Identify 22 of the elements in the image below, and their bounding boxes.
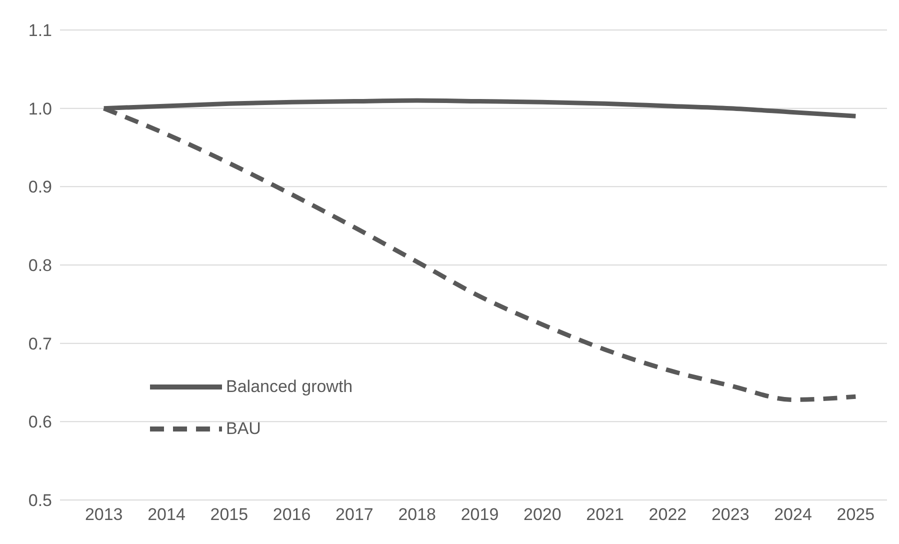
x-tick-label: 2021 — [586, 505, 624, 524]
x-tick-label: 2016 — [272, 505, 311, 524]
x-tick-label: 2024 — [774, 505, 812, 524]
y-tick-label: 1.0 — [28, 99, 52, 118]
y-tick-label: 0.9 — [28, 178, 52, 197]
y-tick-label: 1.1 — [28, 21, 52, 40]
x-tick-label: 2025 — [836, 505, 875, 524]
y-tick-label: 0.6 — [28, 412, 52, 432]
x-tick-label: 2018 — [398, 505, 436, 524]
legend-label: BAU — [226, 419, 261, 439]
x-tick-label: 2020 — [524, 505, 562, 524]
x-tick-label: 2022 — [648, 505, 687, 524]
x-tick-label: 2019 — [460, 505, 499, 524]
x-tick-label: 2013 — [84, 505, 123, 524]
y-tick-label: 0.7 — [28, 334, 52, 354]
x-tick-label: 2015 — [210, 505, 248, 524]
x-tick-label: 2023 — [711, 505, 750, 524]
x-tick-label: 2017 — [336, 505, 374, 524]
legend-label: Balanced growth — [226, 377, 353, 397]
y-tick-label: 0.8 — [28, 256, 52, 276]
x-tick-label: 2014 — [148, 505, 186, 524]
y-tick-label: 0.5 — [28, 491, 52, 510]
